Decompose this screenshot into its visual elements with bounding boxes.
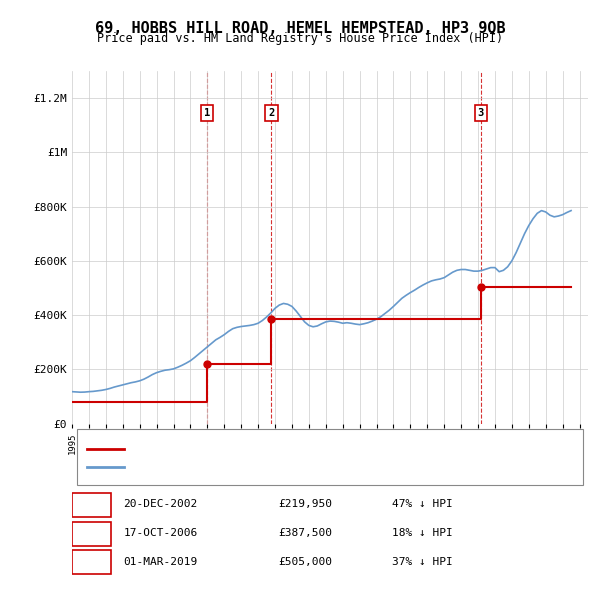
Text: 1: 1: [204, 108, 210, 118]
Text: 20-DEC-2002: 20-DEC-2002: [124, 499, 198, 509]
Text: 2: 2: [268, 108, 275, 118]
Text: Price paid vs. HM Land Registry's House Price Index (HPI): Price paid vs. HM Land Registry's House …: [97, 32, 503, 45]
FancyBboxPatch shape: [72, 522, 110, 546]
Text: 3: 3: [478, 108, 484, 118]
Text: £219,950: £219,950: [278, 499, 332, 509]
FancyBboxPatch shape: [72, 493, 110, 517]
Text: 2: 2: [88, 528, 94, 537]
Text: 18% ↓ HPI: 18% ↓ HPI: [392, 528, 452, 537]
Text: 69, HOBBS HILL ROAD, HEMEL HEMPSTEAD, HP3 9QB (detached house): 69, HOBBS HILL ROAD, HEMEL HEMPSTEAD, HP…: [134, 444, 498, 454]
Text: 37% ↓ HPI: 37% ↓ HPI: [392, 556, 452, 566]
Text: 17-OCT-2006: 17-OCT-2006: [124, 528, 198, 537]
Text: 69, HOBBS HILL ROAD, HEMEL HEMPSTEAD, HP3 9QB: 69, HOBBS HILL ROAD, HEMEL HEMPSTEAD, HP…: [95, 21, 505, 35]
Text: 1: 1: [88, 499, 94, 509]
Text: 01-MAR-2019: 01-MAR-2019: [124, 556, 198, 566]
Text: 47% ↓ HPI: 47% ↓ HPI: [392, 499, 452, 509]
FancyBboxPatch shape: [72, 550, 110, 575]
Text: £505,000: £505,000: [278, 556, 332, 566]
Text: HPI: Average price, detached house, Dacorum: HPI: Average price, detached house, Daco…: [134, 462, 386, 472]
FancyBboxPatch shape: [77, 428, 583, 484]
Text: £387,500: £387,500: [278, 528, 332, 537]
Text: 3: 3: [88, 556, 94, 566]
